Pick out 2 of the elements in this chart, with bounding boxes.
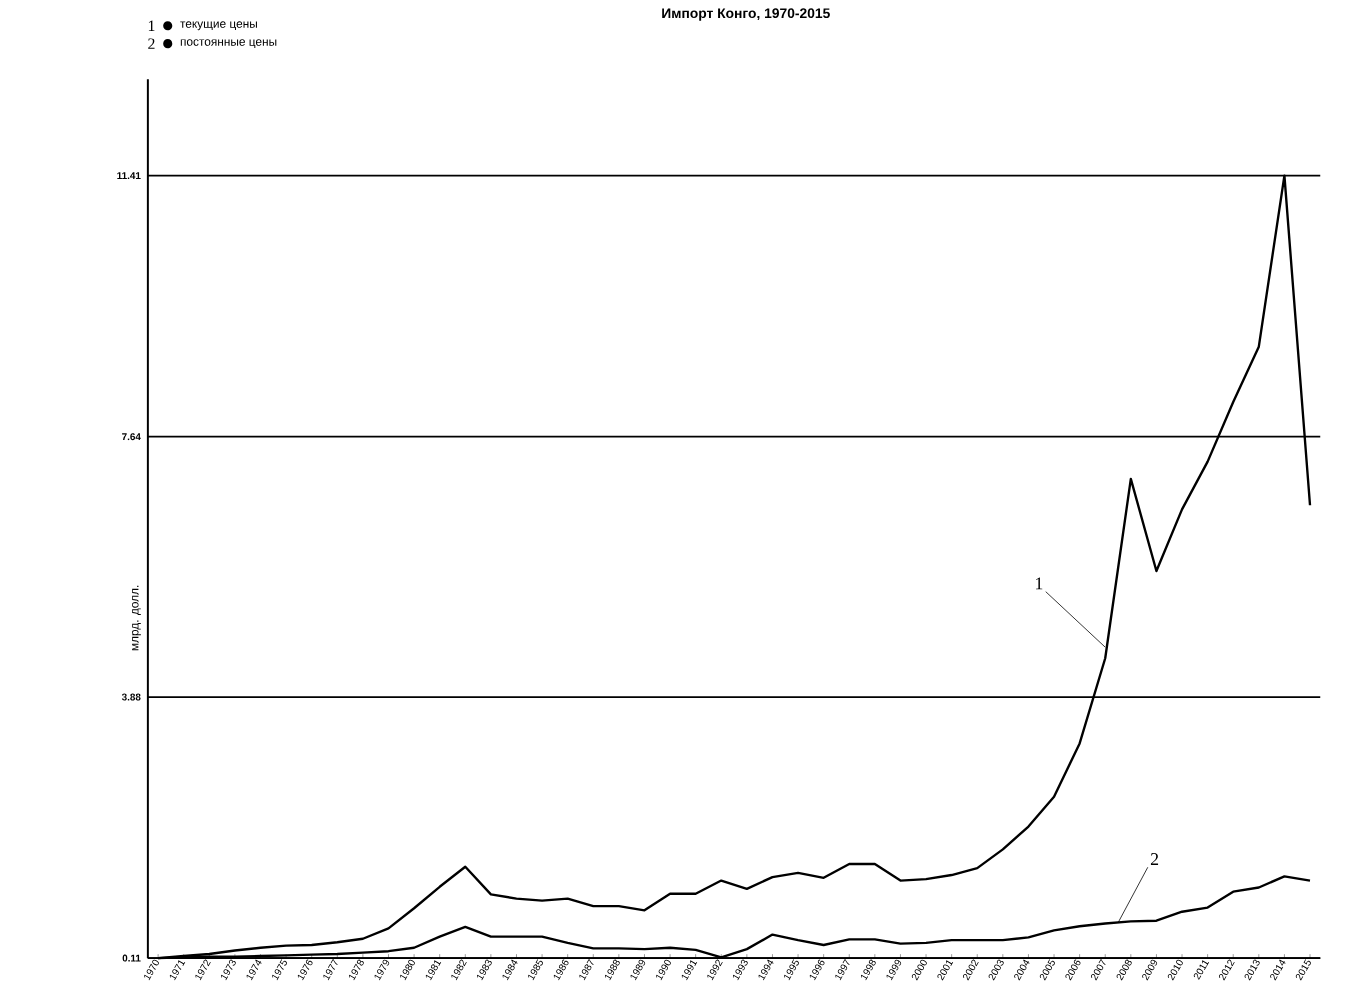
- annotation: 2: [1150, 853, 1159, 866]
- annotation: 1: [1036, 577, 1043, 590]
